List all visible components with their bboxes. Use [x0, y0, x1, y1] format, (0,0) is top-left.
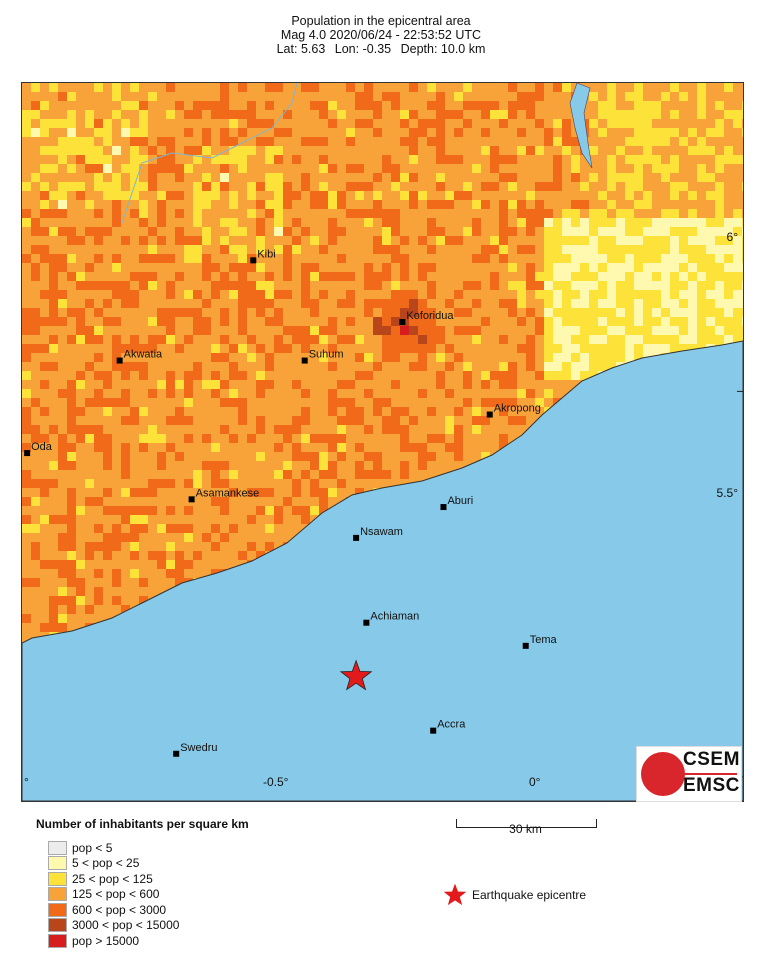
city-label: Oda — [31, 441, 53, 453]
city-label: Aburi — [447, 495, 473, 507]
city-swedru: Swedru — [173, 742, 217, 757]
coords-line: Lat: 5.63 Lon: -0.35 Depth: 10.0 km — [0, 42, 762, 56]
city-kibi: Kibi — [250, 248, 276, 264]
y-tick-6: 6° — [726, 230, 738, 244]
lat-label: Lat: — [276, 42, 298, 56]
legend-swatch — [48, 933, 67, 948]
x-tick-minus-0-5: -0.5° — [263, 775, 289, 789]
city-suhum: Suhum — [301, 349, 344, 364]
city-akwatia: Akwatia — [116, 349, 163, 364]
city-label: Accra — [437, 719, 466, 731]
logo-text-emsc: EMSC — [683, 775, 740, 796]
city-accra: Accra — [430, 719, 466, 734]
legend-swatch — [48, 856, 67, 870]
x-tick-west: ° — [24, 775, 29, 789]
scale-bar — [456, 819, 597, 828]
legend-label: 600 < pop < 3000 — [72, 902, 167, 917]
legend-swatch — [48, 871, 67, 886]
lat-value: 5.63 — [300, 42, 326, 56]
city-tema: Tema — [522, 634, 558, 649]
city-koforidua: Koforidua — [399, 310, 454, 326]
city-achiaman: Achiaman — [363, 611, 419, 626]
city-akropong: Akropong — [486, 403, 541, 418]
city-markers: Kibi Koforidua Akwatia Suhum Akropong Oda Asam… — [24, 248, 558, 757]
city-nsawam: Nsawam — [353, 526, 403, 541]
lon-value: -0.35 — [362, 42, 392, 56]
map-header: Population in the epicentral area Mag 4.… — [0, 14, 762, 56]
map-title: Population in the epicentral area — [291, 14, 471, 28]
city-label: Achiaman — [370, 611, 419, 623]
legend-label: 3000 < pop < 15000 — [72, 918, 180, 932]
city-label: Swedru — [180, 742, 217, 754]
city-aburi: Aburi — [440, 495, 473, 511]
sea-area — [22, 340, 743, 801]
scale-label: 30 km — [509, 822, 542, 836]
city-label: Akropong — [494, 403, 541, 415]
city-label: Tema — [530, 634, 558, 646]
epicentre-marker — [339, 659, 373, 691]
population-map[interactable]: Kibi Koforidua Akwatia Suhum Akropong Oda Asam… — [21, 82, 744, 802]
city-asamankese: Asamankese — [188, 487, 260, 503]
legend-swatch — [48, 918, 67, 932]
lake-volta — [569, 83, 593, 169]
legend-swatch — [48, 840, 67, 855]
legend-item: pop > 15000 — [48, 933, 140, 948]
depth-label: Depth: — [400, 42, 438, 56]
legend-label: pop > 15000 — [72, 933, 140, 948]
city-oda: Oda — [24, 441, 53, 457]
city-label: Suhum — [309, 349, 344, 361]
city-label: Asamankese — [196, 487, 260, 499]
river — [121, 83, 298, 224]
legend-label: 125 < pop < 600 — [72, 887, 160, 901]
csem-emsc-logo: CSEM EMSC — [636, 746, 742, 802]
epicentre-legend-label: Earthquake epicentre — [472, 888, 587, 902]
logo-text-csem: CSEM — [683, 749, 740, 770]
epicentre-legend: Earthquake epicentre — [444, 884, 586, 906]
city-label: Kibi — [257, 248, 275, 260]
legend-item: 3000 < pop < 15000 — [48, 918, 180, 932]
seismogram-line — [683, 773, 737, 775]
city-label: Akwatia — [124, 349, 163, 361]
x-tick-0: 0° — [529, 775, 541, 789]
depth-value: 10.0 km — [440, 42, 486, 56]
y-tick-5-5: 5.5° — [716, 486, 738, 500]
legend-item: 25 < pop < 125 — [48, 871, 153, 886]
lon-label: Lon: — [334, 42, 360, 56]
map-canvas: Kibi Koforidua Akwatia Suhum Akropong Oda Asam… — [22, 83, 743, 801]
legend-title: Number of inhabitants per square km — [36, 817, 249, 831]
city-label: Koforidua — [406, 310, 454, 322]
legend-swatch — [48, 887, 67, 901]
legend-item: pop < 5 — [48, 840, 113, 855]
city-label: Nsawam — [360, 526, 403, 538]
legend-label: pop < 5 — [72, 840, 113, 855]
epicentre-star-icon[interactable] — [339, 659, 373, 691]
legend-item: 5 < pop < 25 — [48, 856, 140, 870]
event-line: Mag 4.0 2020/06/24 - 22:53:52 UTC — [280, 28, 482, 42]
legend-swatch — [48, 902, 67, 917]
legend-label: 25 < pop < 125 — [72, 871, 153, 886]
legend-item: 600 < pop < 3000 — [48, 902, 167, 917]
legend-item: 125 < pop < 600 — [48, 887, 160, 901]
globe-icon — [641, 752, 685, 796]
star-icon — [444, 884, 466, 906]
legend-label: 5 < pop < 25 — [72, 856, 140, 870]
